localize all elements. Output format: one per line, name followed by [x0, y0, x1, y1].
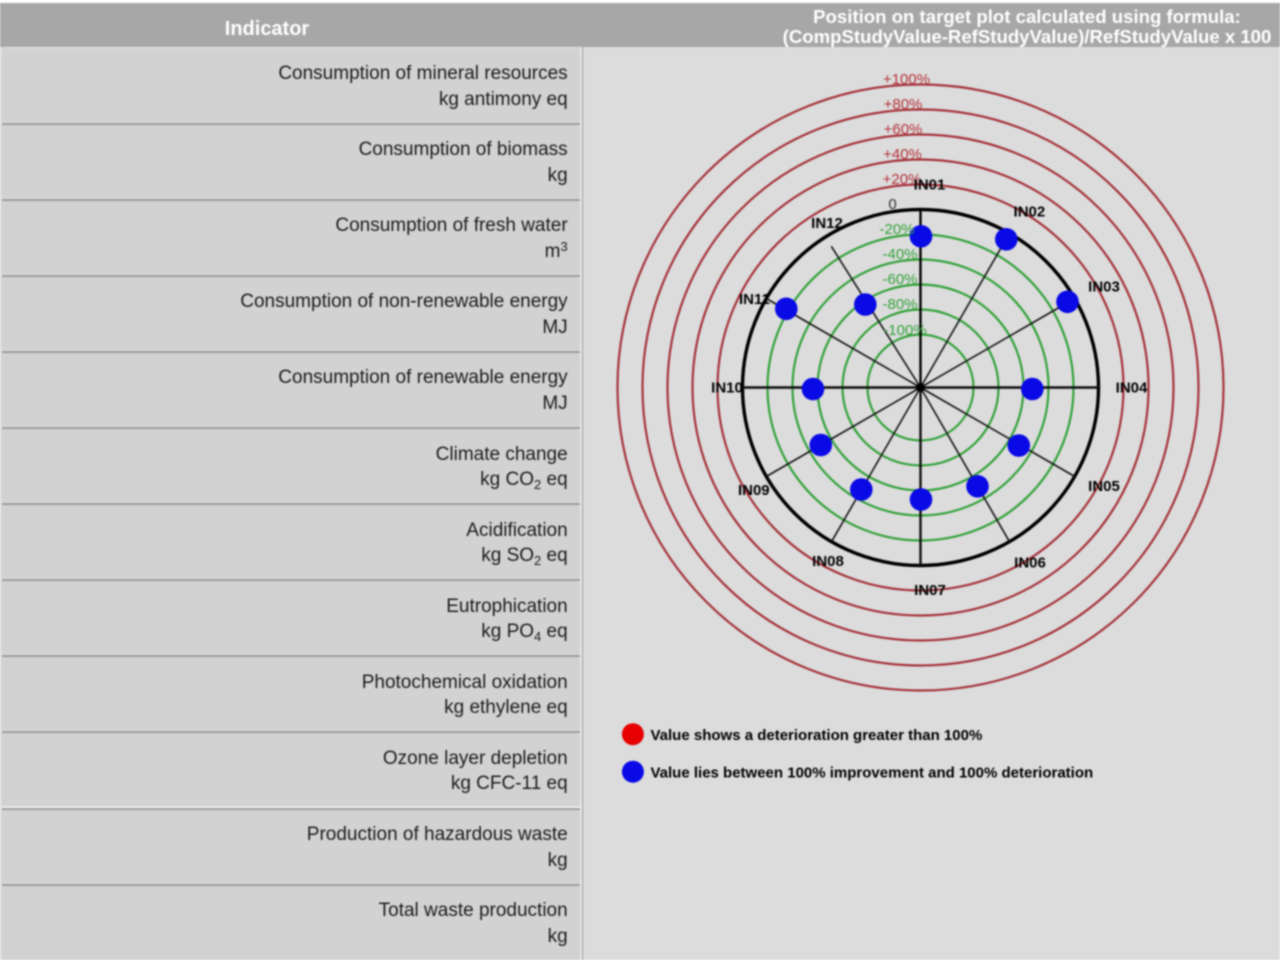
svg-text:IN09: IN09: [738, 482, 770, 499]
svg-text:+60%: +60%: [884, 121, 923, 138]
svg-text:+40%: +40%: [883, 146, 922, 163]
svg-text:-40%: -40%: [882, 246, 917, 263]
svg-text:IN10: IN10: [711, 380, 743, 397]
svg-text:+100%: +100%: [883, 71, 930, 88]
svg-text:-20%: -20%: [879, 221, 914, 238]
svg-text:IN06: IN06: [1014, 555, 1046, 572]
svg-text:IN08: IN08: [812, 553, 844, 570]
svg-text:-80%: -80%: [882, 296, 917, 313]
svg-text:-100%: -100%: [883, 322, 926, 339]
svg-text:Value lies between 100% improv: Value lies between 100% improvement and …: [651, 765, 1094, 782]
svg-text:IN12: IN12: [811, 215, 843, 232]
svg-text:-60%: -60%: [882, 271, 917, 288]
svg-text:+20%: +20%: [883, 171, 922, 188]
svg-text:IN01: IN01: [914, 177, 946, 194]
svg-text:IN07: IN07: [914, 582, 946, 599]
svg-text:Value shows a deterioration gr: Value shows a deterioration greater than…: [651, 727, 983, 744]
svg-text:IN02: IN02: [1014, 203, 1046, 220]
svg-text:IN05: IN05: [1088, 478, 1120, 495]
svg-text:IN03: IN03: [1088, 278, 1120, 295]
svg-text:+80%: +80%: [884, 96, 923, 113]
svg-text:IN04: IN04: [1116, 380, 1148, 397]
svg-text:IN11: IN11: [739, 291, 770, 308]
svg-text:0: 0: [888, 196, 896, 213]
